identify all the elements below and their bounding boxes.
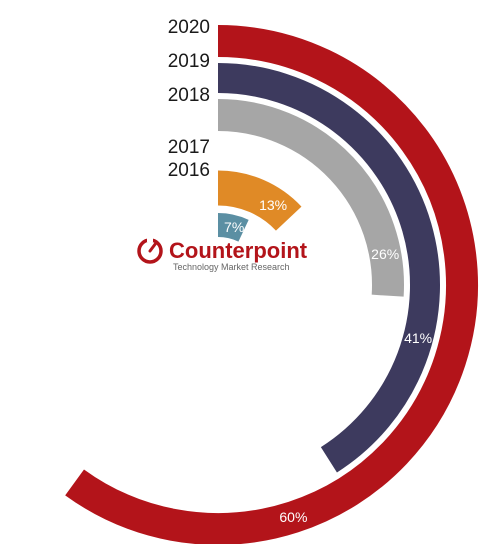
ring-bar-2018: [217, 99, 404, 297]
logo-wordmark: Counterpoint: [169, 238, 308, 263]
ring-bars: [65, 25, 478, 544]
counterpoint-logo: Counterpoint Technology Market Research: [137, 236, 308, 272]
value-label-2016: 7%: [224, 219, 244, 235]
value-label-2018: 26%: [371, 246, 399, 262]
value-label-2019: 41%: [404, 330, 432, 346]
value-label-2017: 13%: [259, 197, 287, 213]
percentage-labels: 7% 13% 26% 41% 60%: [224, 197, 432, 525]
logo-tagline: Technology Market Research: [173, 262, 290, 272]
year-label-2019: 2019: [168, 51, 210, 72]
value-label-2020: 60%: [279, 509, 307, 525]
ring-bar-2019: [217, 63, 440, 473]
logo-mark-icon: [137, 236, 163, 264]
ring-bar-2017: [217, 170, 302, 232]
year-label-2017: 2017: [168, 137, 210, 158]
ring-bar-2016: [217, 213, 249, 242]
year-label-2016: 2016: [168, 160, 210, 181]
ring-bar-2020: [65, 25, 478, 544]
year-label-2020: 2020: [168, 17, 210, 38]
year-label-2018: 2018: [168, 85, 210, 106]
